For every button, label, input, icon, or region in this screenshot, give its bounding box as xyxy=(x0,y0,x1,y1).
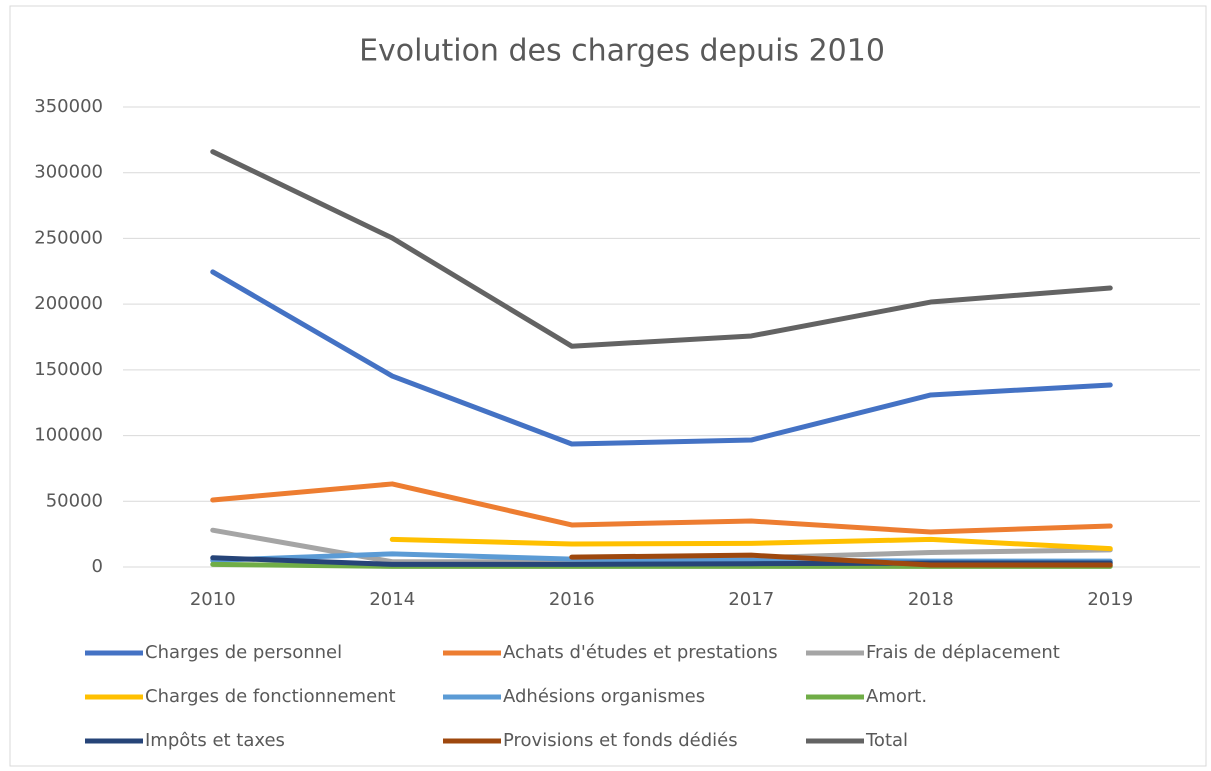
legend-label: Adhésions organismes xyxy=(503,686,705,707)
x-tick-label: 2014 xyxy=(369,589,415,610)
y-tick-label: 200000 xyxy=(34,293,103,314)
legend-label: Charges de personnel xyxy=(145,642,342,663)
y-tick-label: 300000 xyxy=(34,162,103,183)
line-series xyxy=(389,536,1113,552)
y-tick-label: 50000 xyxy=(46,490,103,511)
line-series xyxy=(210,149,1113,349)
y-tick-label: 150000 xyxy=(34,359,103,380)
legend-label: Charges de fonctionnement xyxy=(145,686,396,707)
line-series xyxy=(210,269,1113,447)
legend-label: Total xyxy=(865,730,908,751)
line-series xyxy=(210,481,1113,535)
chart-border xyxy=(9,5,1207,767)
x-tick-label: 2017 xyxy=(728,589,774,610)
x-tick-label: 2019 xyxy=(1087,589,1133,610)
legend-label: Impôts et taxes xyxy=(145,730,285,751)
x-tick-label: 2018 xyxy=(908,589,954,610)
legend-label: Amort. xyxy=(866,686,927,707)
chart-title: Evolution des charges depuis 2010 xyxy=(359,34,885,69)
y-tick-label: 0 xyxy=(92,556,103,577)
legend-label: Frais de déplacement xyxy=(866,642,1060,663)
legend-label: Achats d'études et prestations xyxy=(503,642,778,663)
legend-label: Provisions et fonds dédiés xyxy=(503,730,738,751)
x-tick-label: 2016 xyxy=(549,589,595,610)
y-tick-label: 350000 xyxy=(34,96,103,117)
line-series xyxy=(569,552,1113,568)
y-tick-label: 100000 xyxy=(34,425,103,446)
y-tick-label: 250000 xyxy=(34,227,103,248)
x-tick-label: 2010 xyxy=(190,589,236,610)
